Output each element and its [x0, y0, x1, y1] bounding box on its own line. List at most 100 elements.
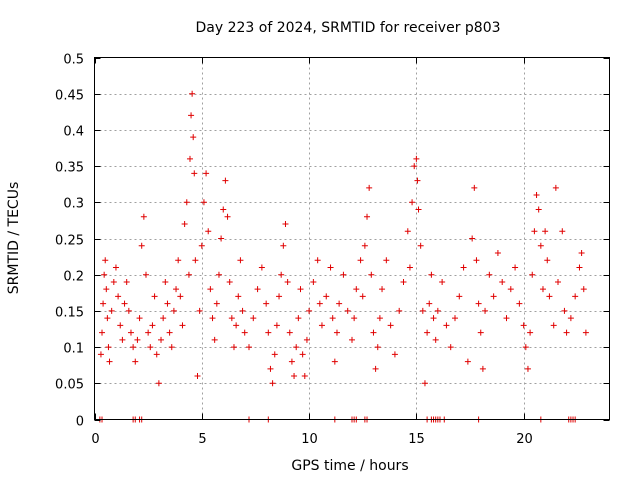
data-point [162, 278, 169, 285]
data-point [273, 322, 280, 329]
data-point [391, 351, 398, 358]
data-point [414, 177, 421, 184]
data-point [246, 344, 252, 351]
data-point [158, 336, 165, 343]
data-point [138, 242, 145, 249]
data-point [136, 315, 143, 322]
data-point [580, 286, 587, 293]
data-point [280, 242, 287, 249]
data-point [524, 365, 531, 372]
data-point [542, 228, 549, 235]
data-point [105, 344, 112, 351]
data-point [537, 242, 544, 249]
data-point [310, 278, 317, 285]
data-point [482, 307, 489, 314]
data-point [299, 351, 306, 358]
data-point [155, 380, 162, 387]
data-point [336, 300, 343, 307]
data-point [357, 257, 364, 264]
data-point [331, 358, 338, 365]
data-point [351, 315, 358, 322]
data-point [531, 228, 538, 235]
data-point [396, 307, 403, 314]
data-point [121, 300, 128, 307]
data-point [314, 257, 321, 264]
plot-frame [94, 57, 610, 420]
data-point [316, 300, 323, 307]
x-tick-label: 5 [198, 432, 206, 447]
data-point [464, 358, 471, 365]
data-point [123, 278, 130, 285]
data-point [183, 199, 190, 206]
data-point [529, 271, 536, 278]
data-point [151, 293, 158, 300]
x-tick-label: 20 [516, 432, 533, 447]
data-point [119, 336, 126, 343]
data-point [295, 315, 302, 322]
data-point [368, 271, 375, 278]
data-point [228, 315, 235, 322]
data-point [400, 278, 407, 285]
data-point [191, 170, 198, 177]
y-tick-label: 0.25 [55, 234, 84, 249]
data-point [490, 293, 497, 300]
data-point [164, 300, 171, 307]
data-point [175, 257, 182, 264]
data-point [239, 307, 246, 314]
y-tick-label: 0.35 [55, 161, 84, 176]
data-point [572, 293, 579, 300]
data-point [544, 257, 551, 264]
data-point [291, 373, 298, 380]
data-point [104, 315, 111, 322]
data-point [177, 293, 184, 300]
data-point [190, 134, 197, 141]
data-point [127, 329, 134, 336]
data-point [550, 322, 557, 329]
data-point [306, 307, 313, 314]
data-point [97, 351, 104, 358]
data-point [424, 329, 431, 336]
data-point [477, 329, 484, 336]
y-axis-label: SRMTID / TECUs [6, 182, 22, 295]
data-point [213, 300, 220, 307]
data-point [366, 184, 373, 191]
data-point [486, 271, 493, 278]
data-point [439, 278, 446, 285]
data-point [406, 264, 413, 271]
data-point [333, 329, 340, 336]
data-point [149, 322, 156, 329]
data-point [563, 329, 570, 336]
data-point [303, 336, 310, 343]
data-point [250, 315, 257, 322]
data-point [267, 365, 274, 372]
data-point [387, 322, 394, 329]
data-point [411, 163, 418, 170]
data-point [361, 242, 368, 249]
data-point [220, 206, 227, 213]
data-point [233, 322, 240, 329]
data-point [349, 336, 355, 343]
data-point [258, 264, 265, 271]
data-point [145, 329, 152, 336]
data-point [419, 307, 426, 314]
data-point [475, 300, 482, 307]
data-point [265, 329, 272, 336]
data-point [282, 221, 289, 228]
data-point [173, 286, 180, 293]
x-axis-label: GPS time / hours [291, 458, 408, 474]
data-point [372, 365, 379, 372]
data-point [582, 329, 589, 336]
data-point [106, 358, 113, 365]
data-point [340, 271, 347, 278]
y-tick-label: 0.2 [63, 270, 84, 285]
data-point [533, 192, 540, 199]
data-points [96, 90, 589, 423]
data-point [192, 257, 199, 264]
x-tick-labels: 0 5 10 15 20 [91, 432, 532, 447]
data-point [189, 90, 196, 97]
data-point [168, 344, 175, 351]
chart-title: Day 223 of 2024, SRMTID for receiver p80… [195, 20, 500, 36]
data-point [344, 307, 351, 314]
data-point [170, 307, 177, 314]
y-tick-labels: 0 0.05 0.1 0.15 0.2 0.25 0.3 0.35 0.4 0.45 0.5 [55, 53, 84, 430]
